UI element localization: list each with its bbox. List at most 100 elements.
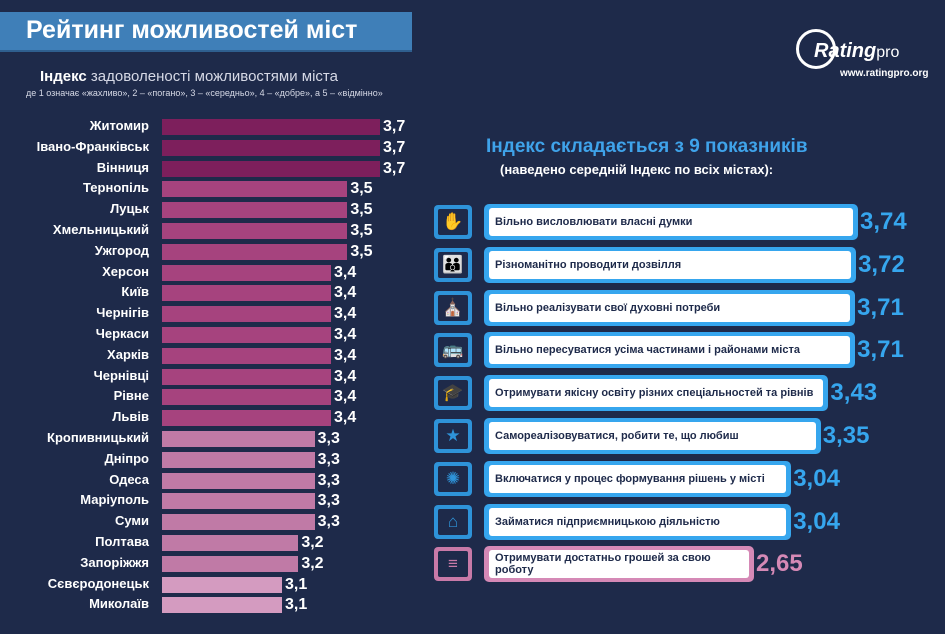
- city-label: Полтава: [95, 534, 149, 549]
- city-label: Харків: [107, 346, 149, 362]
- city-value-label: 3,4: [334, 388, 357, 406]
- city-value-label: 3,1: [285, 596, 308, 614]
- city-bar: [162, 243, 348, 260]
- city-label: Дніпро: [104, 450, 149, 466]
- city-bar: [162, 202, 348, 219]
- city-value-label: 3,5: [350, 242, 373, 260]
- logo-text: Ratingpro: [814, 40, 900, 62]
- index-subtitle: де 1 означає «жахливо», 2 – «погано», 3 …: [26, 88, 383, 98]
- city-bar: [162, 285, 331, 302]
- city-value-label: 3,2: [301, 534, 324, 551]
- graduation-cap-icon: 🎓: [434, 376, 472, 411]
- city-bar: [162, 119, 380, 135]
- city-label: Одеса: [109, 471, 149, 487]
- indicator-value-label: 3,71: [857, 293, 904, 321]
- indicator-label: Включатися у процес формування рішень у …: [489, 464, 787, 493]
- indicator-label: Отримувати якісну освіту різних спеціаль…: [489, 379, 824, 408]
- city-value-label: 3,4: [334, 326, 357, 343]
- city-bar: [162, 493, 315, 510]
- city-value-label: 3,7: [383, 138, 406, 156]
- city-label: Луцьк: [110, 201, 149, 217]
- celebrating-people-icon: ★: [434, 419, 472, 453]
- city-label: Львів: [112, 409, 149, 425]
- city-label: Маріуполь: [80, 492, 149, 508]
- city-bar: [162, 347, 331, 364]
- city-bar: [162, 514, 315, 531]
- city-bar: [162, 306, 331, 323]
- index-title: Індекс задоволеності можливостями міста: [40, 68, 338, 85]
- city-value-label: 3,2: [301, 554, 324, 572]
- indicator-bar: Включатися у процес формування рішень у …: [484, 460, 792, 497]
- indicator-value-label: 3,71: [857, 336, 904, 364]
- indicators-subtitle: (наведено середній Індекс по всіх містах…: [500, 162, 774, 177]
- city-bar: [162, 555, 299, 572]
- indicator-label: Отримувати достатньо грошей за свою робо…: [489, 550, 749, 579]
- city-value-label: 3,3: [317, 492, 340, 510]
- city-label: Тернопіль: [83, 180, 149, 196]
- city-label: Сєвєродонецьк: [47, 575, 149, 591]
- city-label: Ужгород: [94, 242, 149, 258]
- indicator-label: Вільно пересуватися усіма частинами і ра…: [489, 336, 851, 365]
- indicator-value-label: 3,04: [793, 464, 840, 492]
- city-value-label: 3,3: [317, 513, 340, 531]
- city-label: Чернівці: [93, 367, 149, 383]
- city-label: Вінниця: [96, 159, 149, 175]
- city-bar: [162, 535, 299, 551]
- city-value-label: 3,1: [285, 575, 308, 593]
- city-value-label: 3,5: [350, 201, 373, 219]
- page-title: Рейтинг можливостей міст: [26, 16, 358, 44]
- indicator-value-label: 3,04: [793, 507, 840, 535]
- indicator-bar: Самореалізовуватися, робити те, що любиш: [484, 418, 821, 454]
- indicator-bar: Вільно реалізувати свої духовні потреби: [484, 289, 856, 326]
- city-bar: [162, 327, 331, 343]
- indicator-label: Вільно реалізувати свої духовні потреби: [489, 293, 851, 322]
- city-label: Житомир: [89, 118, 149, 133]
- city-bar: [162, 431, 315, 447]
- indicator-bar: Вільно висловлювати власні думки: [484, 204, 858, 240]
- city-value-label: 3,4: [334, 409, 357, 427]
- city-value-label: 3,4: [334, 346, 357, 364]
- market-stall-icon: ⌂: [434, 504, 472, 539]
- city-bar: [162, 181, 348, 198]
- indicator-label: Різноманітно проводити дозвілля: [489, 250, 852, 279]
- indicator-value-label: 3,43: [830, 379, 878, 407]
- city-bar: [162, 576, 282, 593]
- city-value-label: 3,3: [317, 471, 340, 489]
- city-value-label: 3,4: [334, 367, 357, 385]
- city-bar: [162, 264, 331, 281]
- city-bar: [162, 410, 331, 427]
- indicator-bar: Різноманітно проводити дозвілля: [484, 246, 857, 283]
- city-bar: [162, 368, 331, 385]
- indicator-value-label: 3,35: [822, 422, 870, 449]
- indicator-bar: Займатися підприємницькою діяльністю: [484, 503, 792, 540]
- logo-circle-icon: [796, 29, 836, 69]
- city-bar: [162, 597, 282, 614]
- city-value-label: 3,4: [334, 263, 357, 281]
- city-label: Чернігів: [96, 305, 149, 321]
- city-label: Кропивницький: [47, 430, 149, 445]
- coin-stack-icon: ≡: [434, 547, 472, 582]
- city-label: Миколаїв: [89, 596, 149, 612]
- indicator-label: Займатися підприємницькою діяльністю: [489, 507, 787, 536]
- city-label: Івано-Франківськ: [36, 138, 149, 154]
- ratingpro-logo: Ratingpro www.ratingpro.org: [796, 26, 936, 86]
- city-bar: [162, 389, 331, 406]
- community-circle-icon: ✺: [434, 461, 472, 496]
- city-value-label: 3,4: [334, 284, 357, 302]
- indicator-value-label: 3,74: [860, 208, 907, 235]
- logo-url: www.ratingpro.org: [840, 68, 929, 79]
- transport-icon: 🚌: [434, 333, 472, 368]
- city-value-label: 3,5: [350, 180, 373, 198]
- city-bar: [162, 139, 380, 156]
- raised-hands-icon: ✋: [434, 205, 472, 239]
- city-value-label: 3,3: [317, 450, 340, 468]
- indicator-value-label: 3,72: [858, 250, 905, 278]
- city-value-label: 3,4: [334, 305, 357, 323]
- indicators-title: Індекс складається з 9 показників: [486, 136, 808, 157]
- city-label: Хмельницький: [52, 222, 149, 237]
- city-bar: [162, 472, 315, 489]
- title-bar: [0, 12, 412, 50]
- praying-hands-icon: ⛪: [434, 290, 472, 325]
- indicator-label: Самореалізовуватися, робити те, що любиш: [489, 422, 816, 450]
- city-label: Херсон: [102, 263, 149, 279]
